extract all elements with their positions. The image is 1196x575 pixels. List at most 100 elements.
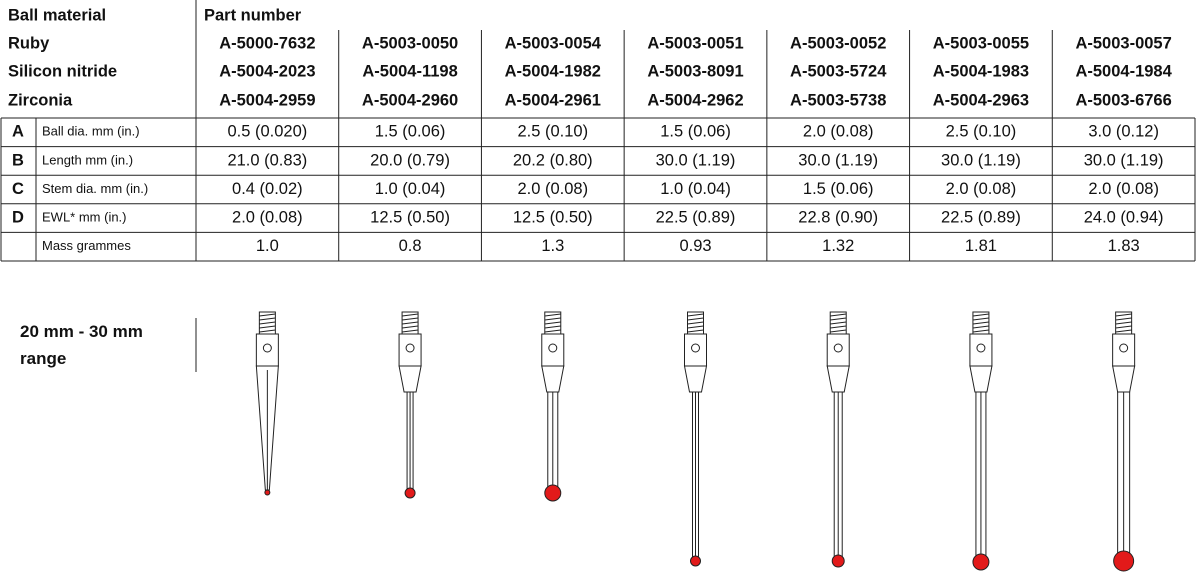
part-number: A-5004-2961 bbox=[505, 91, 601, 109]
part-number: A-5003-0050 bbox=[362, 34, 458, 52]
spec-value: 2.5 (0.10) bbox=[517, 123, 588, 141]
spec-value: 0.93 bbox=[679, 237, 711, 255]
part-number: A-5003-0057 bbox=[1075, 34, 1171, 52]
stylus-part bbox=[544, 313, 561, 317]
spec-value: 0.5 (0.020) bbox=[227, 123, 307, 141]
stylus bbox=[826, 311, 850, 568]
stylus-part bbox=[972, 321, 989, 325]
stylus-part bbox=[691, 343, 700, 353]
part-number: A-5003-0051 bbox=[647, 34, 743, 52]
spec-value: 30.0 (1.19) bbox=[941, 151, 1021, 169]
part-number: A-5004-2962 bbox=[647, 91, 743, 109]
stylus-part bbox=[833, 343, 843, 353]
stylus-part bbox=[972, 317, 989, 321]
spec-label: Stem dia. mm (in.) bbox=[42, 181, 148, 196]
stylus-part bbox=[544, 317, 561, 321]
header-cell: Ball material bbox=[8, 6, 106, 24]
stylus-part bbox=[830, 325, 847, 329]
part-number: A-5003-0055 bbox=[933, 34, 1029, 52]
part-number: A-5003-0054 bbox=[505, 34, 602, 52]
stylus-part bbox=[402, 313, 419, 317]
part-number: A-5004-1982 bbox=[505, 62, 601, 80]
stylus-part bbox=[264, 489, 271, 496]
spec-value: 1.5 (0.06) bbox=[660, 123, 731, 141]
spec-value: 1.5 (0.06) bbox=[803, 180, 874, 198]
spec-label: Mass grammes bbox=[42, 238, 131, 253]
stylus-part bbox=[972, 553, 990, 571]
stylus-part bbox=[544, 484, 562, 502]
spec-value: 1.81 bbox=[965, 237, 997, 255]
part-number: A-5003-5738 bbox=[790, 91, 886, 109]
spec-letter: A bbox=[12, 123, 24, 141]
part-number: A-5004-2960 bbox=[362, 91, 458, 109]
stylus-part bbox=[830, 313, 847, 317]
spec-value: 20.0 (0.79) bbox=[370, 151, 450, 169]
stylus-part bbox=[830, 321, 847, 325]
spec-value: 2.0 (0.08) bbox=[517, 180, 588, 198]
stylus-part bbox=[687, 325, 704, 329]
stylus-part bbox=[1115, 325, 1132, 329]
stylus-part bbox=[548, 343, 558, 353]
part-number: A-5004-2963 bbox=[933, 91, 1029, 109]
spec-value: 2.0 (0.08) bbox=[803, 123, 874, 141]
part-number: A-5004-1984 bbox=[1075, 62, 1172, 80]
stylus-part bbox=[972, 329, 989, 333]
material-name: Silicon nitride bbox=[8, 62, 117, 80]
stylus-part bbox=[541, 365, 565, 393]
stylus-part bbox=[544, 329, 561, 333]
spec-value: 1.3 bbox=[541, 237, 564, 255]
spec-value: 22.5 (0.89) bbox=[656, 208, 736, 226]
spec-value: 2.0 (0.08) bbox=[946, 180, 1017, 198]
stylus-part bbox=[1112, 365, 1136, 393]
spec-value: 30.0 (1.19) bbox=[656, 151, 736, 169]
stylus-part bbox=[259, 329, 276, 333]
stylus-part bbox=[969, 365, 993, 393]
stylus-part bbox=[1115, 317, 1132, 321]
stylus-part bbox=[831, 554, 845, 568]
spec-value: 0.8 bbox=[399, 237, 422, 255]
part-number: A-5004-1983 bbox=[933, 62, 1029, 80]
stylus-part bbox=[830, 329, 847, 333]
spec-value: 0.4 (0.02) bbox=[232, 180, 303, 198]
stylus-part bbox=[259, 313, 276, 317]
spec-value: 30.0 (1.19) bbox=[1084, 151, 1164, 169]
stylus-part bbox=[259, 317, 276, 321]
part-number: A-5000-7632 bbox=[219, 34, 315, 52]
stylus-part bbox=[544, 325, 561, 329]
spec-letter: B bbox=[12, 151, 24, 169]
spec-value: 1.0 bbox=[256, 237, 279, 255]
stylus-part bbox=[262, 343, 272, 353]
spec-value: 1.83 bbox=[1108, 237, 1140, 255]
spec-value: 1.32 bbox=[822, 237, 854, 255]
part-number: A-5003-5724 bbox=[790, 62, 887, 80]
stylus-part bbox=[1119, 343, 1129, 353]
stylus-part bbox=[826, 365, 850, 393]
part-number: A-5003-8091 bbox=[647, 62, 743, 80]
stylus-part bbox=[402, 317, 419, 321]
stylus-part bbox=[259, 325, 276, 329]
spec-value: 22.5 (0.89) bbox=[941, 208, 1021, 226]
stylus-part bbox=[1115, 329, 1132, 333]
spec-value: 12.5 (0.50) bbox=[370, 208, 450, 226]
stylus bbox=[1112, 311, 1136, 572]
spec-value: 1.0 (0.04) bbox=[375, 180, 446, 198]
stylus bbox=[969, 311, 993, 571]
spec-label: Ball dia. mm (in.) bbox=[42, 124, 140, 139]
material-name: Ruby bbox=[8, 34, 50, 52]
stylus-part bbox=[687, 321, 704, 325]
stylus-part bbox=[1113, 550, 1135, 572]
part-number: A-5003-6766 bbox=[1075, 91, 1171, 109]
spec-value: 22.8 (0.90) bbox=[798, 208, 878, 226]
spec-value: 2.0 (0.08) bbox=[1088, 180, 1159, 198]
part-number: A-5004-1198 bbox=[362, 62, 457, 80]
part-number: A-5003-0052 bbox=[790, 34, 886, 52]
stylus-part bbox=[683, 365, 708, 393]
header-cell: Part number bbox=[204, 6, 302, 24]
stylus bbox=[255, 311, 279, 496]
stylus-part bbox=[972, 325, 989, 329]
stylus-part bbox=[544, 321, 561, 325]
stylus-part bbox=[976, 343, 986, 353]
stylus bbox=[683, 311, 708, 567]
part-number: A-5004-2959 bbox=[219, 91, 315, 109]
